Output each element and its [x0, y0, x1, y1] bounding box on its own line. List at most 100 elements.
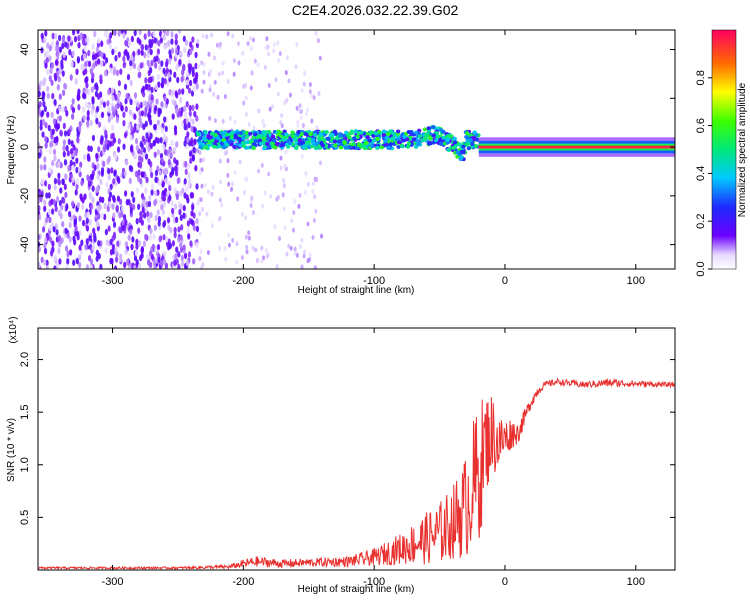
spectrogram-cell	[183, 140, 187, 147]
snr-panel: -300 -200 -100 0 100 0.5 1.0 1.5 2.0 Height of …	[6, 316, 676, 595]
spectrogram-cell	[200, 265, 204, 269]
spectrogram-cell	[162, 234, 166, 241]
spectrogram-cell	[295, 105, 299, 111]
snr-frame	[37, 327, 676, 571]
spectrogram-cell	[335, 136, 340, 141]
spectrogram-cell	[187, 87, 192, 94]
spectrogram-cell	[293, 246, 297, 252]
spectrogram-cell	[84, 87, 88, 95]
spectrogram-cell	[112, 221, 117, 228]
spectrogram-cell	[122, 224, 126, 232]
spectrogram-cell	[323, 143, 329, 148]
spectrogram-cell	[267, 171, 271, 177]
spectrogram-cell	[66, 258, 70, 265]
spectrogram-cell	[38, 152, 42, 159]
spectrogram-cell	[55, 196, 60, 203]
spectrogram-cell	[196, 200, 200, 206]
spectrogram-cell	[221, 118, 225, 124]
spectrogram-cell	[185, 186, 189, 193]
spectrogram-cell	[106, 144, 110, 151]
spectrogram-cell	[396, 140, 402, 145]
spectrogram-cell	[59, 162, 63, 169]
spectrogram-cell	[157, 180, 162, 187]
spectrogram-cell	[156, 209, 160, 216]
spectrogram-cell	[147, 136, 152, 143]
spectrogram-cell	[43, 51, 48, 58]
spectrogram-cell	[86, 120, 90, 127]
spectrogram-cell	[303, 132, 308, 137]
spectrogram-cell	[318, 55, 322, 61]
spectrogram-cell	[157, 81, 161, 88]
spectrogram-cell	[165, 61, 169, 68]
spectrogram-cell	[153, 37, 157, 44]
spectrogram-cell	[287, 243, 291, 249]
spectrogram-cell	[293, 198, 297, 204]
spectrogram-cell	[226, 79, 230, 85]
spectrogram-cell	[94, 90, 99, 98]
spectrogram-cell	[276, 40, 280, 46]
spectrogram-cell	[135, 187, 140, 194]
spectrogram-cell	[250, 195, 254, 201]
spectrogram-cell	[175, 92, 179, 99]
spectrogram-cell	[194, 51, 198, 59]
spectrogram-cell	[424, 133, 429, 138]
spectrogram-cell	[222, 145, 227, 150]
spectrogram-cell	[266, 44, 270, 50]
spectrogram-cell	[190, 125, 194, 133]
spectrogram-cell	[231, 237, 235, 243]
spectrogram-cell	[183, 178, 187, 185]
spectrogram-cell	[257, 168, 261, 174]
spectrogram-cell	[104, 57, 109, 64]
spectrogram-cell	[71, 164, 75, 172]
spectrogram-cell	[72, 30, 76, 36]
spectrogram-cell	[226, 172, 230, 178]
spectrogram-cell	[191, 36, 195, 43]
spectrogram-cell	[201, 33, 205, 39]
spectrogram-cell	[168, 184, 172, 192]
spectrogram-cell	[461, 144, 466, 149]
spectrogram-cell	[395, 129, 401, 134]
spectrogram-cell	[173, 231, 177, 239]
spectrogram-cell	[96, 173, 100, 181]
spectrogram-cell	[282, 183, 286, 189]
spectrogram-cell	[290, 130, 295, 135]
spectrogram-cell	[76, 94, 80, 102]
spectrogram-cell	[192, 258, 196, 265]
spectrogram-cell	[177, 236, 181, 243]
spectrogram-cell	[71, 98, 75, 105]
spectrogram-cell	[272, 145, 278, 150]
spectrogram-cell	[183, 252, 188, 260]
spectrogram-cell	[90, 108, 94, 115]
spectrogram-cell	[97, 121, 102, 128]
spectrogram-cell	[90, 86, 94, 93]
spectrogram-cell	[87, 49, 91, 57]
y-tick-label: 1.0	[19, 457, 31, 472]
spectrogram-cell	[190, 210, 194, 217]
spectrogram-cell	[165, 236, 169, 243]
spectrogram-cell	[41, 109, 45, 117]
spectrogram-cell	[117, 138, 121, 145]
spectrogram-cell	[252, 37, 256, 43]
spectrogram-cell	[55, 50, 59, 57]
spectrogram-cell	[160, 260, 164, 267]
spectrogram-cell	[141, 152, 146, 159]
spectrogram-cell	[121, 205, 125, 212]
spectrogram-cell	[76, 201, 81, 209]
spectrogram-cell	[60, 237, 64, 244]
spectrogram-cell	[90, 173, 95, 181]
spectrogram-cell	[178, 58, 182, 66]
spectrogram-cell	[62, 122, 66, 130]
spectrogram-cell	[191, 155, 195, 162]
spectrogram-cell	[38, 107, 41, 115]
spectrogram-cell	[285, 55, 289, 61]
spectrogram-cell	[232, 58, 236, 64]
spectrogram-cell	[182, 244, 186, 251]
spectrogram-cell	[295, 42, 299, 48]
spectrogram-cell	[195, 103, 199, 110]
spectrogram-cell	[49, 141, 53, 148]
spectrogram-cell	[54, 205, 58, 212]
spectrogram-cell	[185, 101, 189, 108]
spectrogram-cell	[305, 111, 309, 117]
spectrogram-cell	[175, 246, 179, 253]
spectrogram-cell	[123, 83, 128, 91]
